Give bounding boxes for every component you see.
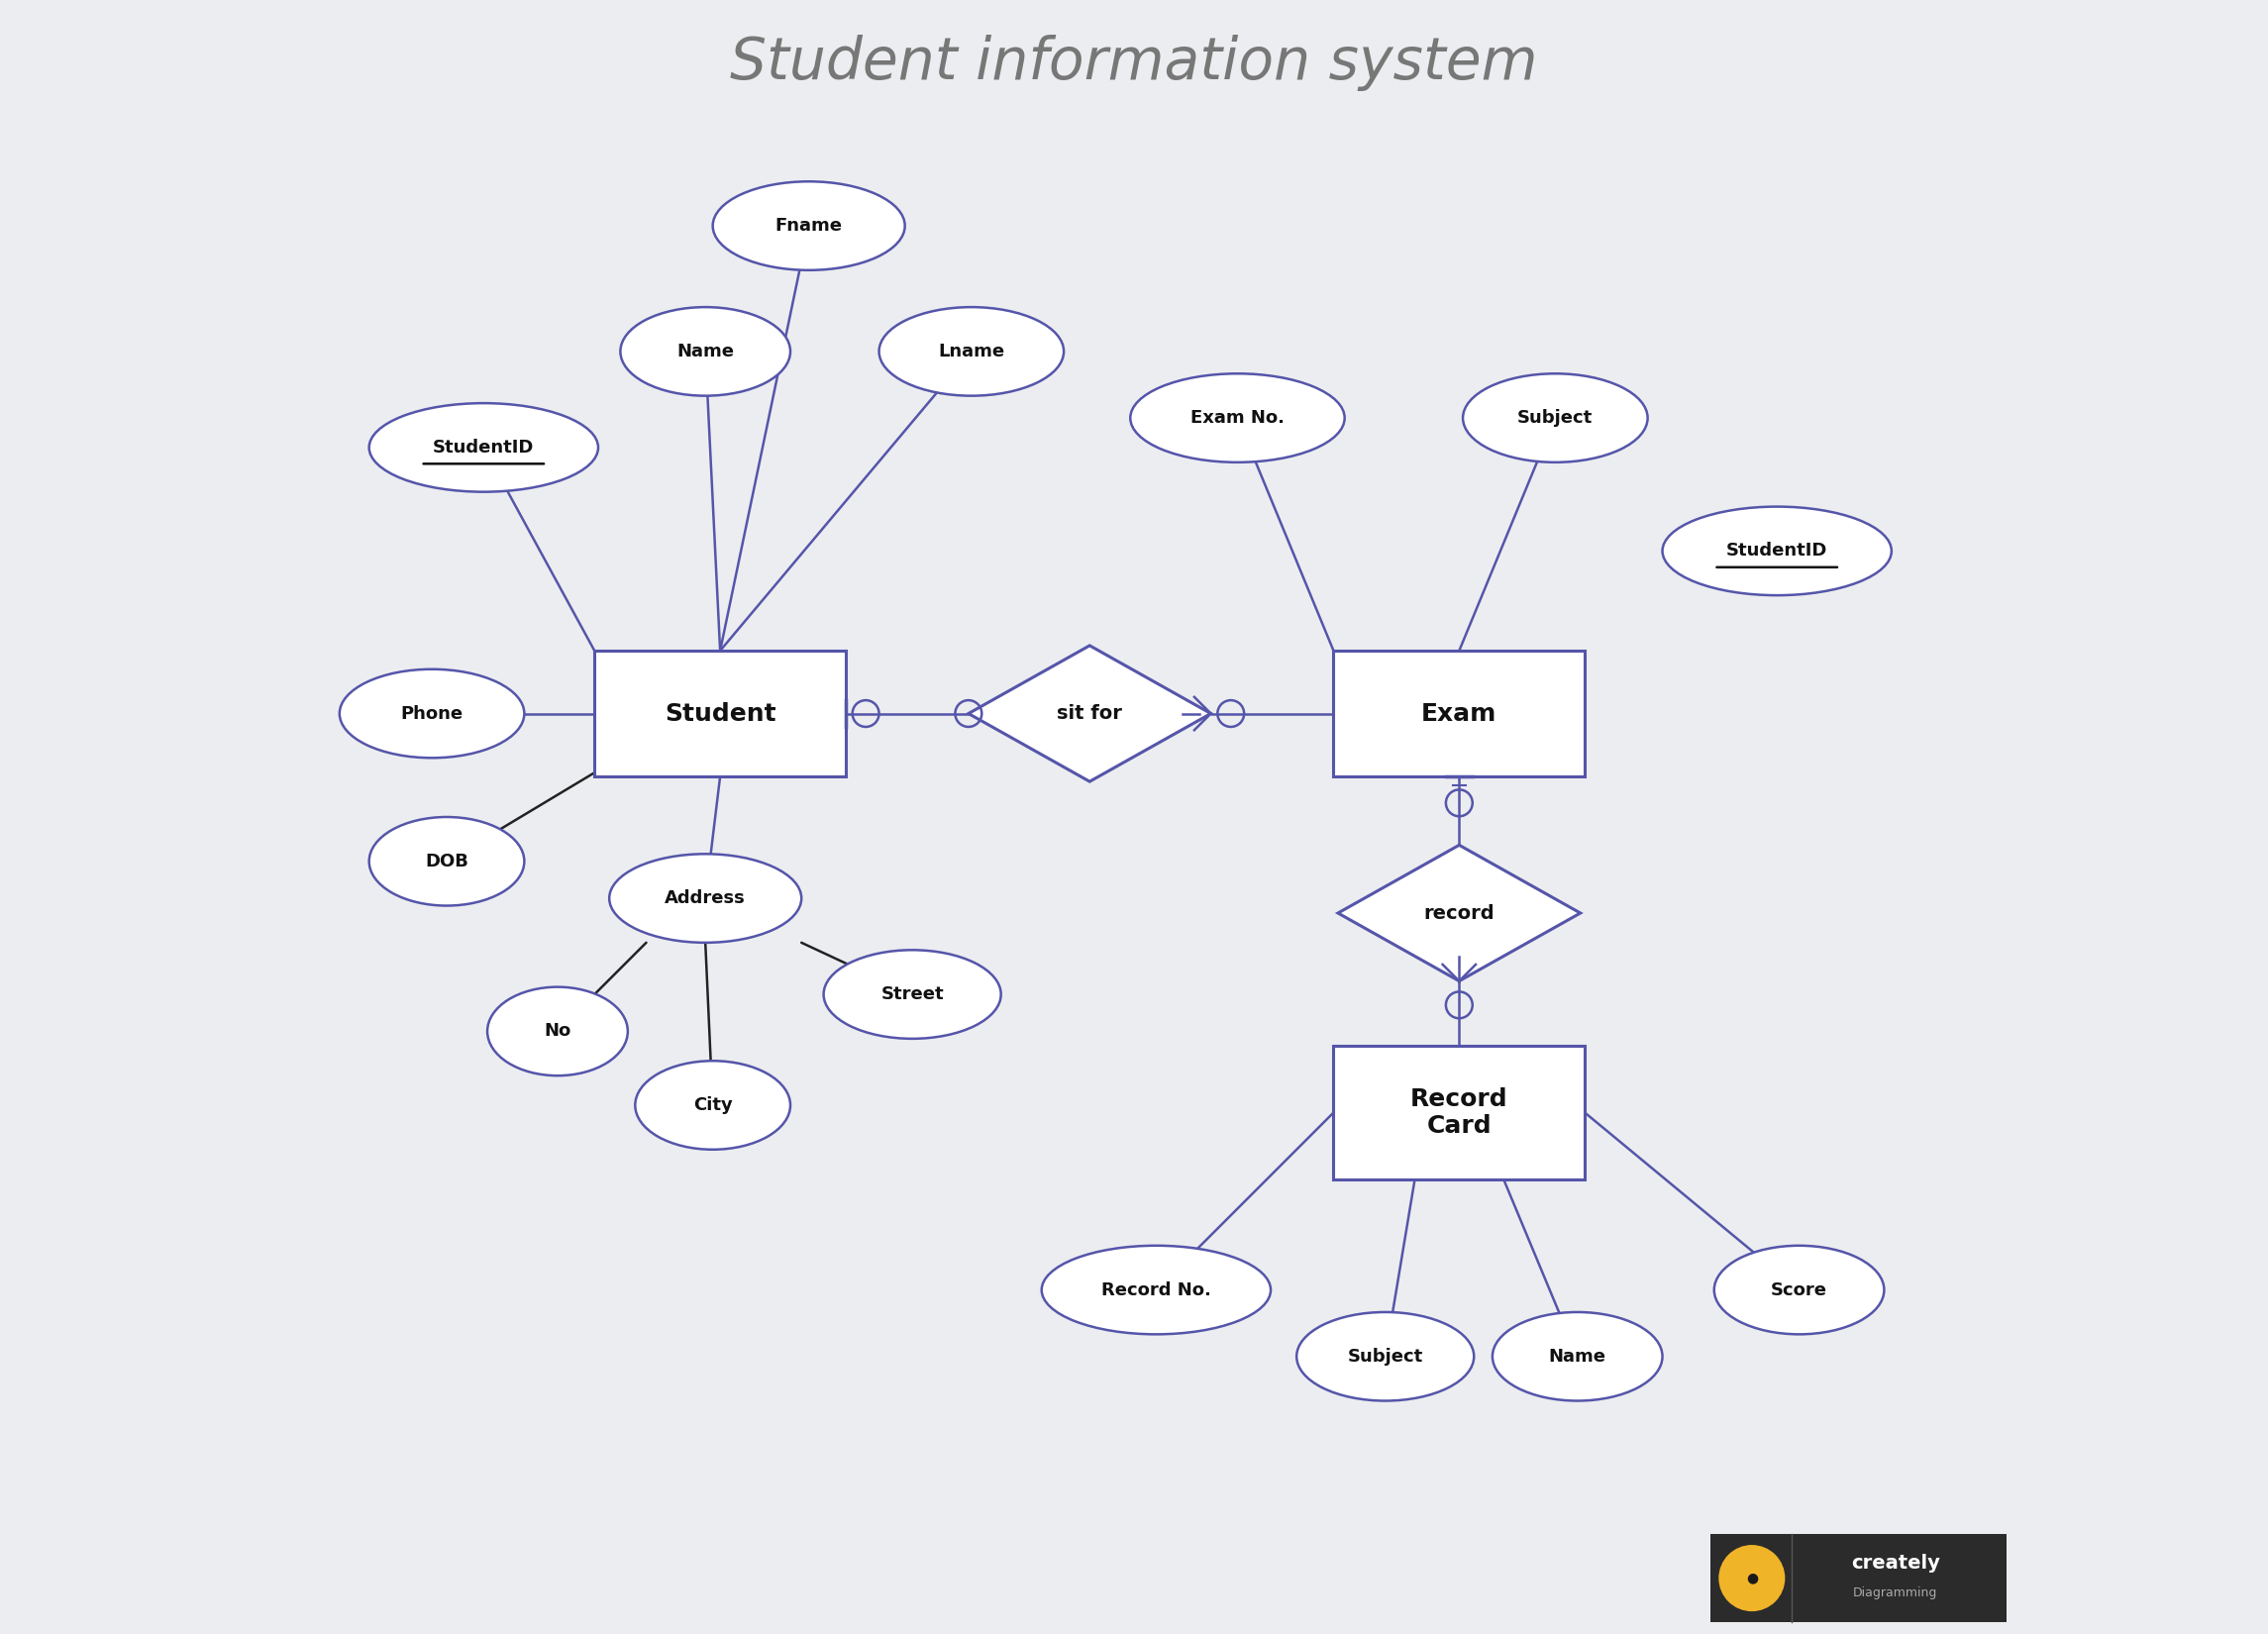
Text: Exam No.: Exam No. <box>1191 408 1284 426</box>
Ellipse shape <box>370 817 524 905</box>
FancyBboxPatch shape <box>1710 1534 2007 1623</box>
Text: StudentID: StudentID <box>433 438 535 456</box>
Text: Exam: Exam <box>1422 701 1497 725</box>
Text: Record No.: Record No. <box>1102 1281 1211 1299</box>
Text: Student: Student <box>665 701 776 725</box>
Ellipse shape <box>1662 507 1892 595</box>
Text: Record
Card: Record Card <box>1411 1087 1508 1139</box>
Text: creately: creately <box>1851 1554 1939 1574</box>
Text: No: No <box>544 1023 572 1041</box>
Text: DOB: DOB <box>424 853 469 871</box>
FancyBboxPatch shape <box>1334 650 1585 776</box>
Text: Fname: Fname <box>776 217 841 235</box>
Text: Address: Address <box>665 889 746 907</box>
Text: Phone: Phone <box>401 704 463 722</box>
Ellipse shape <box>488 987 628 1075</box>
Circle shape <box>1719 1546 1785 1611</box>
Text: Score: Score <box>1771 1281 1828 1299</box>
Text: Student information system: Student information system <box>730 34 1538 92</box>
Text: Street: Street <box>880 985 943 1003</box>
Ellipse shape <box>1129 374 1345 462</box>
Ellipse shape <box>1297 1312 1474 1400</box>
Ellipse shape <box>1492 1312 1662 1400</box>
Text: Name: Name <box>1549 1348 1606 1366</box>
Text: Diagramming: Diagramming <box>1853 1587 1937 1600</box>
Ellipse shape <box>1041 1245 1270 1335</box>
Text: record: record <box>1424 904 1495 923</box>
Ellipse shape <box>1715 1245 1885 1335</box>
Text: StudentID: StudentID <box>1726 542 1828 560</box>
Text: Name: Name <box>676 343 735 361</box>
Text: City: City <box>694 1096 733 1114</box>
Text: Subject: Subject <box>1347 1348 1422 1366</box>
FancyBboxPatch shape <box>594 650 846 776</box>
Ellipse shape <box>610 855 801 943</box>
Text: ●: ● <box>1746 1572 1758 1585</box>
Ellipse shape <box>340 670 524 758</box>
Polygon shape <box>968 645 1211 781</box>
Ellipse shape <box>1463 374 1647 462</box>
Text: sit for: sit for <box>1057 704 1123 722</box>
Ellipse shape <box>823 949 1000 1039</box>
Text: Subject: Subject <box>1517 408 1592 426</box>
Ellipse shape <box>635 1060 789 1150</box>
Ellipse shape <box>370 404 599 492</box>
Ellipse shape <box>880 307 1064 395</box>
Ellipse shape <box>621 307 789 395</box>
Polygon shape <box>1338 845 1581 980</box>
Ellipse shape <box>712 181 905 270</box>
Text: Lname: Lname <box>939 343 1005 361</box>
FancyBboxPatch shape <box>1334 1046 1585 1180</box>
